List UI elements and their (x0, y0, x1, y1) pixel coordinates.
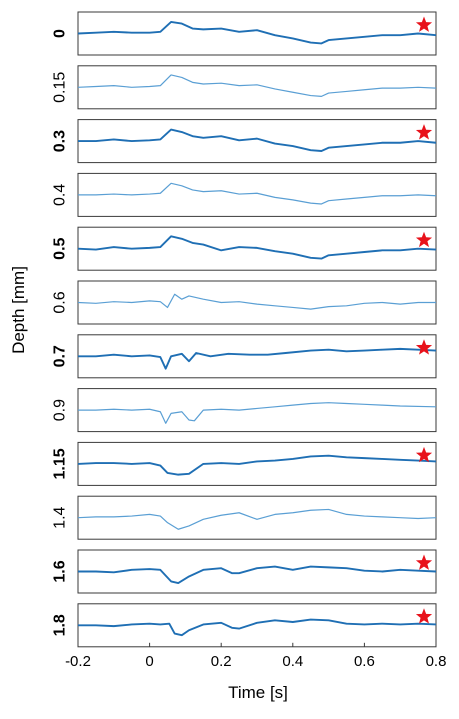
star-marker (415, 554, 433, 570)
series-line-depth-0.3 (78, 128, 437, 152)
series-line-depth-1.4 (77, 508, 437, 530)
x-tick-label: 0.8 (426, 653, 447, 670)
depth-label: 1.15 (52, 448, 69, 479)
depth-label: 0.7 (52, 345, 69, 367)
panel-9: 1.4 (52, 495, 437, 540)
y-axis-title: Depth [mm] (9, 266, 28, 354)
depth-label: 1.4 (52, 506, 69, 528)
x-tick-label: -0.2 (65, 653, 91, 670)
star-marker (415, 339, 433, 355)
series-line-depth-0.7 (78, 347, 437, 370)
depth-label: 0.5 (52, 237, 69, 259)
star-marker (415, 124, 433, 140)
series-line-depth-0 (77, 21, 437, 45)
depth-label: 0.9 (52, 399, 69, 421)
depth-label: 0.15 (52, 72, 69, 103)
series-line-depth-0.4 (78, 182, 437, 205)
star-marker (415, 608, 433, 624)
star-marker (415, 446, 433, 463)
panel-2: 0.3 (52, 119, 437, 164)
x-axis-title: Time [s] (228, 683, 288, 702)
x-axis: -0.2 0 0.2 0.4 0.6 0.8 (65, 642, 447, 670)
panel-10: 1.6 (52, 549, 437, 594)
depth-label: 1.8 (52, 614, 69, 636)
star-marker (415, 231, 433, 248)
panel-3: 0.4 (52, 172, 437, 217)
panel-4: 0.5 (52, 226, 437, 271)
panel-1: 0.15 (52, 65, 437, 110)
panel-0: 0 (52, 11, 437, 56)
depth-label: 0.3 (52, 130, 69, 152)
panels-group: 0 0.15 0.3 0.4 0.5 0.6 0.7 0.9 1.15 1.4 1.6 1.8 (52, 11, 437, 648)
x-tick-label: 0.4 (282, 653, 303, 670)
series-line-depth-0.5 (77, 235, 437, 260)
panel-8: 1.15 (52, 441, 437, 486)
depth-label: 0.6 (52, 291, 69, 313)
series-line-depth-1.8 (78, 618, 437, 637)
depth-label: 0.4 (52, 184, 69, 206)
panel-5: 0.6 (52, 280, 437, 325)
panel-11: 1.8 (52, 603, 437, 648)
series-line-depth-1.6 (78, 565, 437, 584)
panel-6: 0.7 (52, 334, 437, 379)
series-line-depth-1.15 (77, 454, 437, 476)
series-line-depth-0.6 (77, 293, 436, 310)
star-marker (415, 16, 433, 32)
depth-label: 1.6 (52, 560, 69, 582)
series-line-depth-0.9 (78, 402, 437, 424)
x-tick-label: 0 (145, 653, 153, 670)
series-line-depth-0.15 (77, 74, 437, 97)
panel-frame (77, 495, 437, 540)
x-tick-label: 0.2 (211, 653, 232, 670)
x-tick-label: 0.6 (354, 653, 375, 670)
panel-7: 0.9 (52, 388, 437, 433)
depth-label: 0 (52, 29, 69, 38)
